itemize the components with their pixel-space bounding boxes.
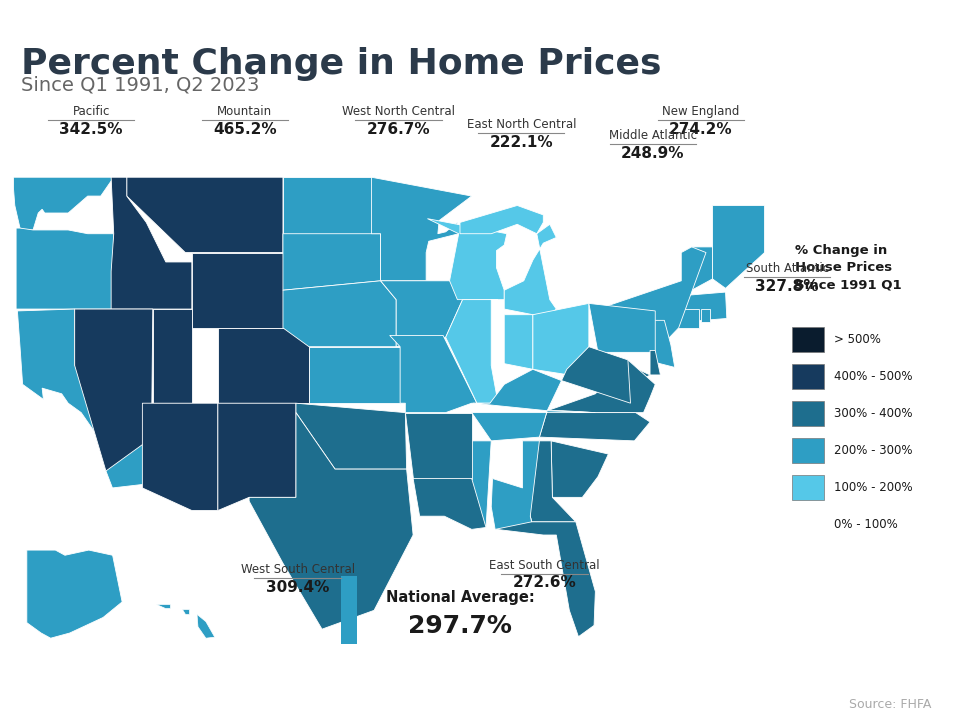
Polygon shape (504, 315, 533, 369)
Text: East North Central: East North Central (467, 118, 576, 131)
Polygon shape (653, 320, 675, 367)
Polygon shape (547, 360, 656, 413)
Text: Since Q1 1991, Q2 2023: Since Q1 1991, Q2 2023 (21, 76, 259, 94)
Text: Source: FHFA: Source: FHFA (849, 698, 931, 711)
Polygon shape (156, 604, 170, 608)
Polygon shape (192, 253, 283, 328)
Polygon shape (445, 300, 497, 403)
Polygon shape (650, 351, 660, 375)
Text: Pacific: Pacific (73, 105, 109, 118)
Text: New England: New England (662, 105, 739, 118)
Polygon shape (372, 177, 471, 281)
Polygon shape (309, 347, 400, 403)
Polygon shape (27, 550, 122, 638)
Polygon shape (492, 441, 540, 529)
Text: 297.7%: 297.7% (408, 614, 513, 638)
Polygon shape (218, 328, 309, 403)
Polygon shape (17, 309, 152, 488)
Polygon shape (427, 219, 507, 300)
Bar (792, 401, 825, 426)
Polygon shape (283, 281, 396, 347)
Polygon shape (588, 303, 656, 352)
Polygon shape (598, 247, 706, 352)
Text: 300% - 400%: 300% - 400% (834, 407, 913, 420)
Polygon shape (380, 281, 463, 347)
Text: Middle Atlantic: Middle Atlantic (609, 129, 697, 142)
Polygon shape (182, 609, 189, 614)
Text: East South Central: East South Central (489, 559, 600, 572)
Text: Percent Change in Home Prices: Percent Change in Home Prices (21, 47, 661, 81)
Text: West South Central: West South Central (241, 563, 354, 576)
Polygon shape (602, 352, 650, 403)
Polygon shape (471, 410, 595, 441)
Polygon shape (13, 177, 113, 230)
Polygon shape (692, 247, 712, 290)
Polygon shape (390, 336, 477, 413)
Bar (792, 512, 825, 537)
Polygon shape (632, 366, 636, 369)
Polygon shape (504, 225, 556, 315)
Text: National Average:: National Average: (386, 590, 535, 606)
Polygon shape (218, 403, 296, 510)
Text: 274.2%: 274.2% (669, 122, 732, 137)
Bar (792, 474, 825, 500)
Polygon shape (473, 369, 562, 410)
Polygon shape (142, 403, 218, 510)
Text: 0% - 100%: 0% - 100% (834, 518, 898, 531)
Text: 222.1%: 222.1% (490, 135, 553, 150)
Polygon shape (540, 410, 650, 441)
Polygon shape (522, 441, 576, 522)
Polygon shape (197, 614, 215, 638)
Polygon shape (701, 309, 709, 323)
Polygon shape (127, 177, 283, 253)
Polygon shape (75, 309, 153, 471)
Bar (792, 327, 825, 352)
Polygon shape (111, 177, 192, 309)
Text: 400% - 500%: 400% - 500% (834, 370, 913, 383)
Text: > 500%: > 500% (834, 333, 881, 346)
Polygon shape (405, 413, 471, 479)
Bar (341, 576, 356, 644)
Polygon shape (678, 309, 700, 328)
Polygon shape (551, 441, 609, 498)
Polygon shape (533, 303, 588, 375)
Text: 309.4%: 309.4% (266, 580, 329, 595)
Polygon shape (682, 247, 692, 290)
Polygon shape (460, 205, 543, 234)
Text: West North Central: West North Central (342, 105, 455, 118)
Text: 342.5%: 342.5% (60, 122, 123, 137)
Polygon shape (296, 403, 407, 469)
Text: 248.9%: 248.9% (621, 145, 684, 161)
Polygon shape (16, 228, 113, 309)
Text: 100% - 200%: 100% - 200% (834, 481, 913, 494)
Polygon shape (496, 516, 595, 636)
Polygon shape (680, 292, 727, 323)
Text: Mountain: Mountain (217, 105, 273, 118)
Polygon shape (283, 177, 374, 234)
Text: 200% - 300%: 200% - 300% (834, 444, 913, 457)
Text: 327.8%: 327.8% (756, 279, 819, 294)
Text: 276.7%: 276.7% (367, 122, 430, 137)
Polygon shape (712, 205, 764, 288)
Text: 465.2%: 465.2% (213, 122, 276, 137)
Polygon shape (413, 479, 486, 529)
Text: % Change in
House Prices
Since 1991 Q1: % Change in House Prices Since 1991 Q1 (795, 244, 902, 291)
Bar (792, 364, 825, 389)
Polygon shape (283, 234, 380, 290)
Polygon shape (153, 309, 192, 403)
Text: 272.6%: 272.6% (513, 575, 576, 590)
Text: South Atlantic: South Atlantic (746, 262, 828, 275)
Polygon shape (562, 347, 631, 403)
Polygon shape (444, 441, 492, 529)
Bar (792, 438, 825, 463)
Polygon shape (249, 413, 413, 629)
